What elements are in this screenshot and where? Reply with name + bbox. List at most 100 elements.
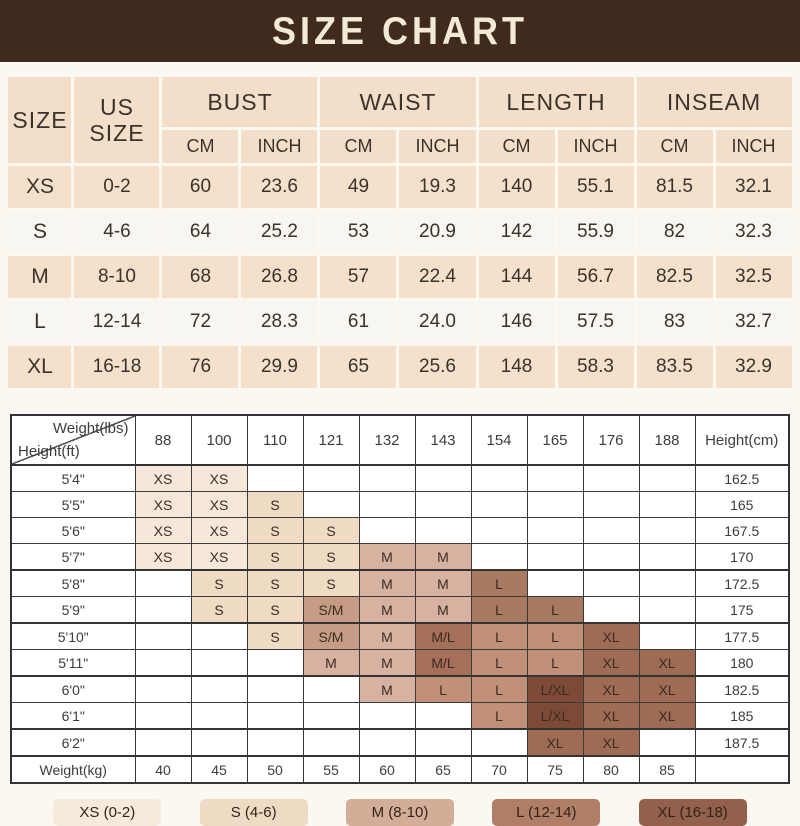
measurement-value: 25.2 <box>238 208 321 256</box>
legend-swatch: M (8-10) <box>345 799 454 826</box>
column-group-length: LENGTH <box>475 74 637 130</box>
empty-cell <box>302 491 360 518</box>
height-ft-value: 5'5" <box>10 491 136 518</box>
height-cm-value: 175 <box>694 596 790 624</box>
empty-cell <box>694 755 790 784</box>
empty-cell <box>582 464 640 492</box>
empty-cell <box>526 491 584 518</box>
empty-cell <box>190 728 248 757</box>
empty-cell <box>638 728 696 757</box>
empty-cell <box>134 702 192 730</box>
weight-lbs-header: 176 <box>582 414 640 466</box>
measurement-value: 32.9 <box>712 343 795 391</box>
empty-cell <box>414 464 472 492</box>
height-ft-value: 6'0" <box>10 675 136 703</box>
subheader-cm: CM <box>633 127 716 166</box>
size-recommendation-cell: XL <box>582 675 640 703</box>
size-recommendation-cell: L/XL <box>526 702 584 730</box>
empty-cell <box>358 517 416 544</box>
size-recommendation-cell: S/M <box>302 622 360 650</box>
size-recommendation-cell: M <box>414 569 472 597</box>
height-ft-value: 5'8" <box>10 569 136 597</box>
size-recommendation-cell: M <box>302 649 360 677</box>
empty-cell <box>526 543 584 571</box>
empty-cell <box>302 464 360 492</box>
measurement-value: 65 <box>317 343 400 391</box>
empty-cell <box>638 543 696 571</box>
empty-cell <box>358 491 416 518</box>
column-group-bust: BUST <box>159 74 321 130</box>
column-header-us-size: US SIZE <box>71 74 163 166</box>
empty-cell <box>526 517 584 544</box>
empty-cell <box>638 622 696 650</box>
empty-cell <box>190 649 248 677</box>
subheader-cm: CM <box>475 127 558 166</box>
matrix-row: 5'5" XS XS S 165 <box>10 491 790 518</box>
empty-cell <box>134 649 192 677</box>
size-recommendation-cell: L <box>470 675 528 703</box>
subheader-cm: CM <box>159 127 242 166</box>
measurement-value: 81.5 <box>633 163 716 211</box>
size-recommendation-cell: L <box>470 569 528 597</box>
empty-cell <box>470 491 528 518</box>
matrix-row: 6'2" XL XL 187.5 <box>10 728 790 757</box>
measurement-value: 32.3 <box>712 208 795 256</box>
weight-kg-value: 50 <box>246 755 304 784</box>
size-recommendation-cell: XL <box>582 728 640 757</box>
measurement-value: 83.5 <box>633 343 716 391</box>
subheader-inch: INCH <box>238 127 321 166</box>
weight-kg-value: 75 <box>526 755 584 784</box>
size-legend: XS (0-2) S (4-6) M (8-10) L (12-14) XL (16-1… <box>15 799 785 826</box>
size-label: XS <box>5 163 75 211</box>
size-recommendation-cell: XS <box>134 464 192 492</box>
empty-cell <box>302 675 360 703</box>
size-row-l: L 12-14 72 28.3 61 24.0 146 57.5 83 32.7 <box>5 298 795 346</box>
height-ft-value: 5'10" <box>10 622 136 650</box>
measurement-value: 83 <box>633 298 716 346</box>
legend-swatch: XL (16-18) <box>638 799 747 826</box>
measurement-value: 57 <box>317 253 400 301</box>
subheader-cm: CM <box>317 127 400 166</box>
height-cm-value: 187.5 <box>694 728 790 757</box>
empty-cell <box>582 543 640 571</box>
measurement-value: 56.7 <box>554 253 637 301</box>
measurement-value: 68 <box>159 253 242 301</box>
title-bar: SIZE CHART <box>0 0 800 62</box>
column-header-size: SIZE <box>5 74 75 166</box>
weight-lbs-header: 88 <box>134 414 192 466</box>
size-recommendation-cell: S <box>246 491 304 518</box>
weight-lbs-header: 143 <box>414 414 472 466</box>
measurement-value: 82.5 <box>633 253 716 301</box>
weight-kg-value: 60 <box>358 755 416 784</box>
height-ft-value: 6'2" <box>10 728 136 757</box>
height-ft-value: 5'4" <box>10 464 136 492</box>
empty-cell <box>414 517 472 544</box>
size-recommendation-cell: L <box>470 596 528 624</box>
matrix-row: 5'11" M M M/L L L XL XL 180 <box>10 649 790 677</box>
column-group-inseam: INSEAM <box>633 74 795 130</box>
size-recommendation-cell: XS <box>190 517 248 544</box>
size-recommendation-cell: L <box>526 596 584 624</box>
size-recommendation-cell: L <box>526 649 584 677</box>
measurement-value: 29.9 <box>238 343 321 391</box>
empty-cell <box>470 517 528 544</box>
size-recommendation-cell: M/L <box>414 649 472 677</box>
us-size-value: 0-2 <box>71 163 163 211</box>
measurement-value: 58.3 <box>554 343 637 391</box>
us-size-value: 8-10 <box>71 253 163 301</box>
measurement-value: 60 <box>159 163 242 211</box>
measurement-value: 22.4 <box>396 253 479 301</box>
empty-cell <box>358 702 416 730</box>
height-cm-value: 165 <box>694 491 790 518</box>
size-recommendation-cell: XS <box>190 491 248 518</box>
size-row-m: M 8-10 68 26.8 57 22.4 144 56.7 82.5 32.5 <box>5 253 795 301</box>
empty-cell <box>414 702 472 730</box>
weight-lbs-header: 121 <box>302 414 360 466</box>
subheader-inch: INCH <box>396 127 479 166</box>
height-cm-value: 180 <box>694 649 790 677</box>
size-label: XL <box>5 343 75 391</box>
size-recommendation-cell: L <box>470 702 528 730</box>
size-recommendation-cell: XL <box>582 649 640 677</box>
size-recommendation-cell: M <box>414 596 472 624</box>
height-cm-value: 177.5 <box>694 622 790 650</box>
